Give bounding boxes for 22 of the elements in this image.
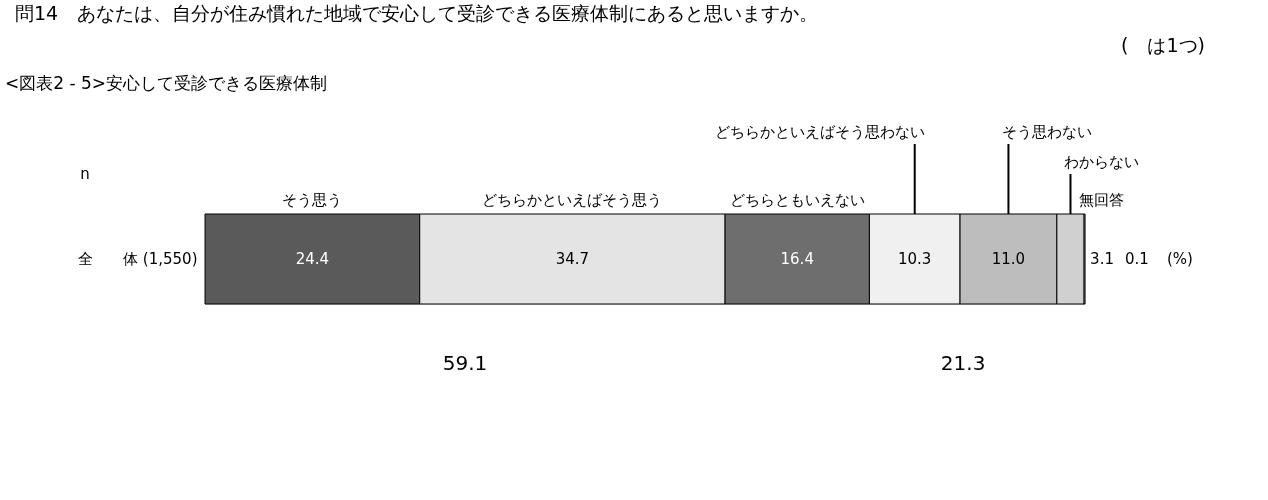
data-label: 34.7: [555, 250, 590, 268]
data-label: 16.4: [780, 250, 814, 268]
text: 21.3: [940, 351, 986, 375]
y-tick-label: 全 体 (1,550): [78, 250, 198, 268]
series-label: 無回答: [1078, 191, 1124, 209]
data-label: 3.1: [1090, 250, 1114, 268]
text: 59.1: [442, 351, 488, 375]
text: そう思わない: [1002, 123, 1093, 141]
chart-title: 問14 あなたは、自分が住み慣れた地域で安心して受診できる医療体制にあると思いますか。: [15, 2, 819, 24]
text: n: [80, 165, 90, 183]
data-label: 10.3: [898, 250, 932, 268]
chart-subtitle: <図表2 - 5>安心して受診できる医療体制: [5, 73, 328, 93]
text: ( は1つ): [1121, 34, 1205, 56]
series-label: そう思う: [282, 191, 343, 209]
data-label: 11.0: [991, 250, 1026, 268]
data-label: 0.1: [1125, 250, 1149, 268]
data-label: 24.4: [295, 250, 330, 268]
series-label: どちらともいえない: [729, 191, 865, 209]
text: どちらかといえばそう思わない: [714, 123, 925, 141]
text: (%): [1167, 250, 1193, 268]
series-label: どちらかといえばそう思う: [482, 191, 663, 209]
text: わからない: [1064, 153, 1140, 171]
